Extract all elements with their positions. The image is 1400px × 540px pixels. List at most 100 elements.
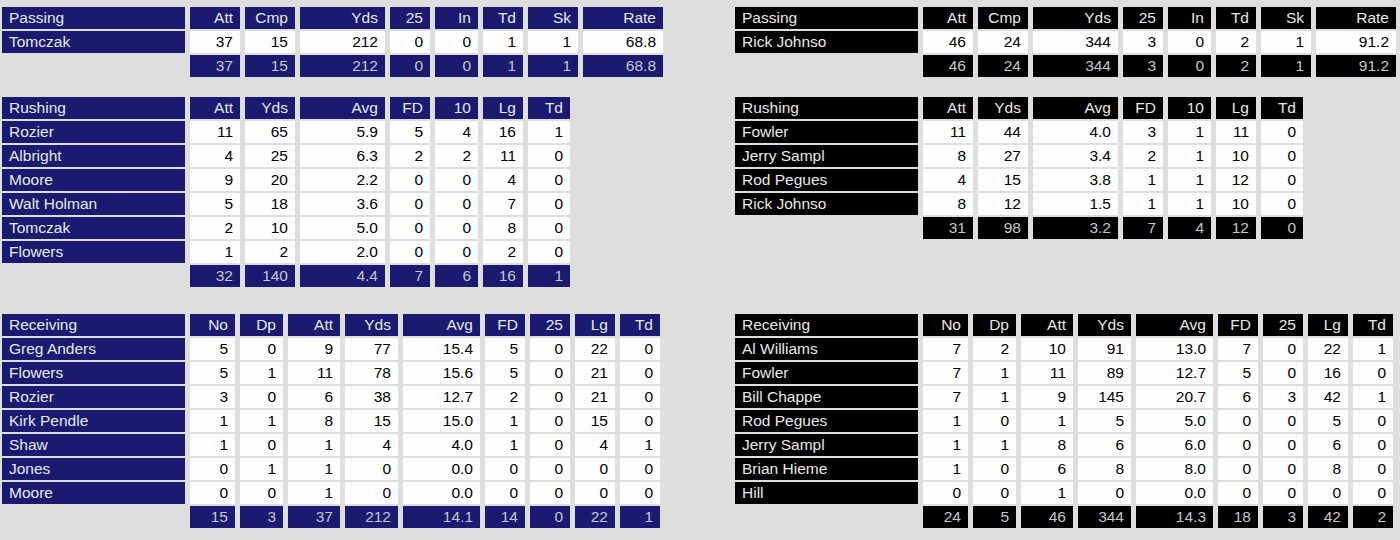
left-passing-table: PassingAttCmpYds25InTdSkRateTomczak37152… — [2, 7, 663, 77]
stat-cell: 1 — [973, 362, 1016, 384]
stat-cell: 20 — [245, 169, 295, 191]
column-header: Att — [1021, 314, 1073, 336]
stat-cell: 11 — [483, 145, 523, 167]
totals-cell: 1 — [483, 55, 523, 77]
totals-cell: 68.8 — [583, 55, 663, 77]
right-receiving-table: ReceivingNoDpAttYdsAvgFD25LgTdAl William… — [735, 314, 1393, 528]
stat-cell: 2 — [190, 217, 240, 239]
stat-cell: 0 — [620, 386, 660, 408]
totals-cell: 1 — [528, 55, 578, 77]
column-header: Lg — [575, 314, 615, 336]
totals-cell: 3 — [1123, 55, 1163, 77]
player-name-cell: Greg Anders — [2, 338, 185, 360]
stat-cell: 4.0 — [1033, 121, 1118, 143]
column-header: FD — [1218, 314, 1258, 336]
player-name-cell: Al Williams — [735, 338, 918, 360]
totals-cell: 14.1 — [403, 506, 480, 528]
totals-cell: 46 — [1021, 506, 1073, 528]
column-header: Td — [1216, 7, 1256, 29]
player-name-cell: Flowers — [2, 241, 185, 263]
stat-cell: 0 — [1353, 482, 1393, 504]
totals-cell: 140 — [245, 265, 295, 287]
stat-cell: 0 — [190, 482, 235, 504]
stat-cell: 77 — [345, 338, 398, 360]
stat-cell: 2 — [1123, 145, 1163, 167]
table-title: Rushing — [735, 97, 918, 119]
stat-cell: 10 — [1021, 338, 1073, 360]
player-name-cell: Rod Pegues — [735, 410, 918, 432]
stat-cell: 0 — [345, 458, 398, 480]
stat-cell: 3.6 — [300, 193, 385, 215]
stat-cell: 0 — [1353, 458, 1393, 480]
stat-cell: 0 — [435, 241, 478, 263]
stat-cell: 22 — [575, 338, 615, 360]
stat-cell: 1 — [923, 434, 968, 456]
stat-cell: 6.0 — [1136, 434, 1213, 456]
table-title: Rushing — [2, 97, 185, 119]
stat-cell: 8 — [1078, 458, 1131, 480]
stat-cell: 21 — [575, 386, 615, 408]
column-header: Td — [528, 97, 570, 119]
stat-cell: 20.7 — [1136, 386, 1213, 408]
column-header: Rate — [1316, 7, 1396, 29]
stat-cell: 4.0 — [403, 434, 480, 456]
column-header: FD — [390, 97, 430, 119]
column-header: Att — [190, 7, 240, 29]
stat-cell: 0 — [973, 458, 1016, 480]
stat-cell: 0 — [1218, 434, 1258, 456]
stat-cell: 0 — [530, 362, 570, 384]
stat-cell: 5 — [485, 362, 525, 384]
stat-cell: 1 — [240, 410, 283, 432]
totals-cell: 15 — [190, 506, 235, 528]
totals-spacer — [735, 217, 918, 239]
stat-cell: 1 — [190, 434, 235, 456]
stat-cell: 1 — [1353, 338, 1393, 360]
stat-cell: 42 — [1308, 386, 1348, 408]
totals-cell: 16 — [483, 265, 523, 287]
stat-cell: 0 — [485, 482, 525, 504]
stat-cell: 0 — [923, 482, 968, 504]
stat-cell: 0 — [620, 482, 660, 504]
stat-cell: 38 — [345, 386, 398, 408]
column-header: Cmp — [978, 7, 1028, 29]
stat-cell: 7 — [923, 386, 968, 408]
totals-cell: 2 — [1353, 506, 1393, 528]
stat-cell: 4 — [575, 434, 615, 456]
stat-cell: 10 — [245, 217, 295, 239]
column-header: 25 — [1263, 314, 1303, 336]
stat-cell: 2 — [1216, 31, 1256, 53]
stat-cell: 7 — [923, 338, 968, 360]
table-title: Receiving — [2, 314, 185, 336]
stat-cell: 0 — [390, 169, 430, 191]
totals-spacer — [2, 55, 185, 77]
stat-cell: 0 — [1218, 458, 1258, 480]
column-header: Td — [620, 314, 660, 336]
totals-cell: 0 — [530, 506, 570, 528]
stat-cell: 1 — [288, 458, 340, 480]
stat-cell: 0 — [435, 193, 478, 215]
column-header: Avg — [403, 314, 480, 336]
stat-cell: 0 — [528, 217, 570, 239]
stat-cell: 8 — [923, 145, 973, 167]
totals-cell: 344 — [1078, 506, 1131, 528]
stat-cell: 0 — [390, 31, 430, 53]
stat-cell: 44 — [978, 121, 1028, 143]
stat-cell: 8 — [1308, 458, 1348, 480]
stat-cell: 89 — [1078, 362, 1131, 384]
totals-cell: 15 — [245, 55, 295, 77]
stat-cell: 5.0 — [1136, 410, 1213, 432]
stat-cell: 5 — [190, 362, 235, 384]
totals-cell: 46 — [923, 55, 973, 77]
stat-cell: 1 — [1123, 193, 1163, 215]
column-header: Att — [288, 314, 340, 336]
stat-cell: 212 — [300, 31, 385, 53]
totals-spacer — [735, 506, 918, 528]
stat-cell: 3 — [1263, 386, 1303, 408]
table-title: Receiving — [735, 314, 918, 336]
totals-cell: 0 — [435, 55, 478, 77]
column-header: Att — [923, 7, 973, 29]
stat-cell: 0 — [973, 410, 1016, 432]
totals-cell: 1 — [528, 265, 570, 287]
stat-cell: 0.0 — [1136, 482, 1213, 504]
totals-cell: 0 — [390, 55, 430, 77]
